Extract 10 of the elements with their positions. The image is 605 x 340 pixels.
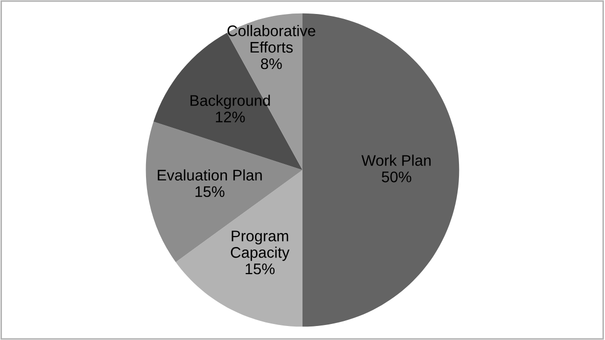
slice-label: Evaluation Plan [158,169,262,181]
data-label: 8% [260,58,282,70]
data-label: 12% [216,112,245,122]
data-label: 50% [382,172,412,182]
data-label: 15% [246,264,275,274]
data-label: 15% [196,186,224,198]
slice-label: Work Plan [361,154,431,166]
slice-label: Collaborative Efforts [228,25,316,53]
pie-slice [146,122,302,262]
slice-label: Program Capacity [230,230,290,261]
